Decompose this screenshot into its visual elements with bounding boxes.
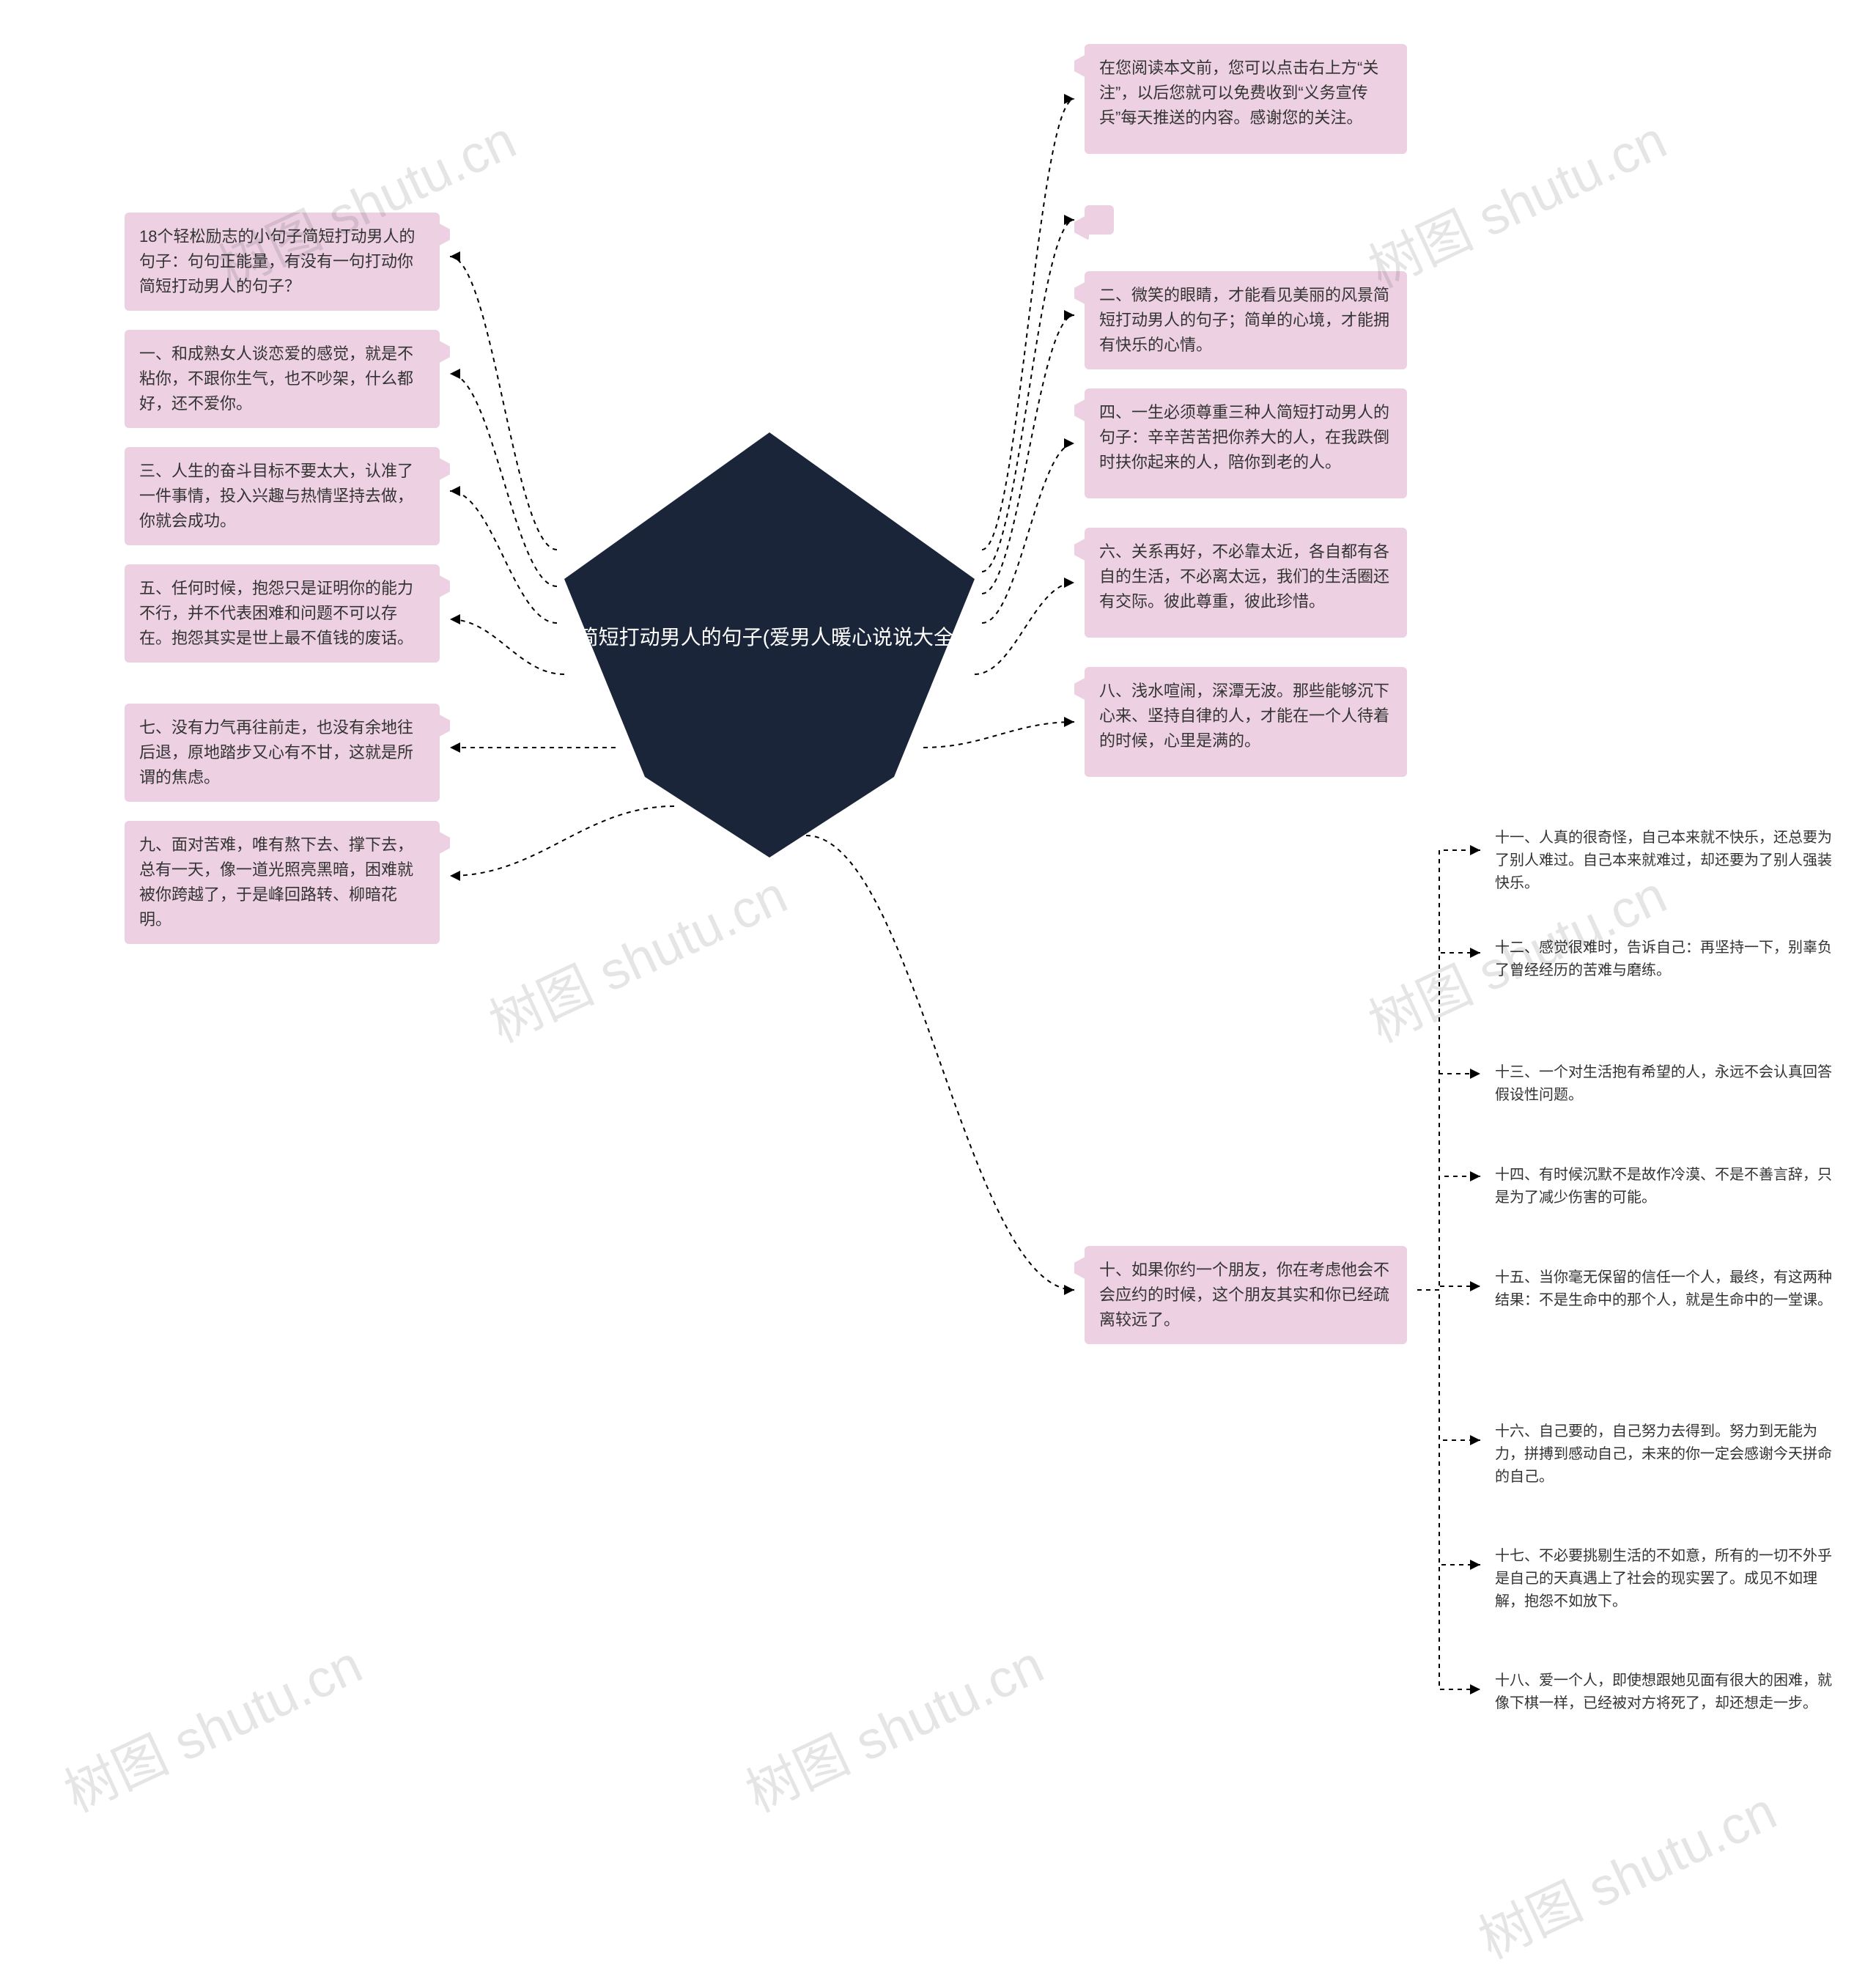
- center-title: 简短打动男人的句子(爱男人暖心说说大全): [578, 622, 961, 653]
- left-node-l5: 五、任何时候，抱怨只是证明你的能力不行，并不代表困难和问题不可以存在。抱怨其实是…: [125, 564, 440, 663]
- node-text: 九、面对苦难，唯有熬下去、撑下去，总有一天，像一道光照亮黑暗，困难就被你跨越了，…: [139, 836, 413, 929]
- node-text: 三、人生的奋斗目标不要太大，认准了一件事情，投入兴趣与热情坚持去做，你就会成功。: [139, 462, 413, 530]
- right-node-r4: 四、一生必须尊重三种人简短打动男人的句子：辛辛苦苦把你养大的人，在我跌倒时扶你起…: [1085, 388, 1407, 498]
- third-node-t17: 十七、不必要挑剔生活的不如意，所有的一切不外乎是自己的天真遇上了社会的现实罢了。…: [1488, 1539, 1839, 1619]
- left-node-l0: 18个轻松励志的小句子简短打动男人的句子：句句正能量，有没有一句打动你简短打动男…: [125, 213, 440, 311]
- node-text: 五、任何时候，抱怨只是证明你的能力不行，并不代表困难和问题不可以存在。抱怨其实是…: [139, 579, 413, 647]
- node-text: 二、微笑的眼睛，才能看见美丽的风景简短打动男人的句子；简单的心境，才能拥有快乐的…: [1099, 286, 1389, 354]
- watermark: 树图 shutu.cn: [731, 1622, 1054, 1827]
- right-node-r2: 二、微笑的眼睛，才能看见美丽的风景简短打动男人的句子；简单的心境，才能拥有快乐的…: [1085, 271, 1407, 369]
- node-text: 七、没有力气再往前走，也没有余地往后退，原地踏步又心有不甘，这就是所谓的焦虑。: [139, 718, 413, 786]
- node-text: 六、关系再好，不必靠太近，各自都有各自的生活，不必离太远，我们的生活圈还有交际。…: [1099, 542, 1389, 611]
- third-node-t15: 十五、当你毫无保留的信任一个人，最终，有这两种结果：不是生命中的那个人，就是生命…: [1488, 1261, 1839, 1318]
- left-node-l3: 三、人生的奋斗目标不要太大，认准了一件事情，投入兴趣与热情坚持去做，你就会成功。: [125, 447, 440, 545]
- node-text: 18个轻松励志的小句子简短打动男人的句子：句句正能量，有没有一句打动你简短打动男…: [139, 227, 415, 295]
- node-text: 十四、有时候沉默不是故作冷漠、不是不善言辞，只是为了减少伤害的可能。: [1495, 1167, 1832, 1206]
- node-text: 十二、感觉很难时，告诉自己：再坚持一下，别辜负了曾经经历的苦难与磨练。: [1495, 940, 1832, 978]
- third-node-t14: 十四、有时候沉默不是故作冷漠、不是不善言辞，只是为了减少伤害的可能。: [1488, 1158, 1839, 1215]
- right-node-r_blank: [1085, 205, 1114, 235]
- right-node-r6: 六、关系再好，不必靠太近，各自都有各自的生活，不必离太远，我们的生活圈还有交际。…: [1085, 528, 1407, 638]
- right-node-r8: 八、浅水喧闹，深潭无波。那些能够沉下心来、坚持自律的人，才能在一个人待着的时候，…: [1085, 667, 1407, 777]
- left-node-l7: 七、没有力气再往前走，也没有余地往后退，原地踏步又心有不甘，这就是所谓的焦虑。: [125, 704, 440, 802]
- node-text: 十六、自己要的，自己努力去得到。努力到无能为力，拼搏到感动自己，未来的你一定会感…: [1495, 1423, 1832, 1485]
- left-node-l1: 一、和成熟女人谈恋爱的感觉，就是不粘你，不跟你生气，也不吵架，什么都好，还不爱你…: [125, 330, 440, 428]
- watermark: 树图 shutu.cn: [1464, 1769, 1787, 1973]
- center-node: 简短打动男人的句子(爱男人暖心说说大全): [557, 425, 982, 850]
- third-node-t13: 十三、一个对生活抱有希望的人，永远不会认真回答假设性问题。: [1488, 1055, 1839, 1113]
- node-text: 十五、当你毫无保留的信任一个人，最终，有这两种结果：不是生命中的那个人，就是生命…: [1495, 1269, 1832, 1308]
- left-node-l9: 九、面对苦难，唯有熬下去、撑下去，总有一天，像一道光照亮黑暗，困难就被你跨越了，…: [125, 821, 440, 944]
- right-node-r_intro: 在您阅读本文前，您可以点击右上方“关注”，以后您就可以免费收到“义务宣传兵”每天…: [1085, 44, 1407, 154]
- third-node-t12: 十二、感觉很难时，告诉自己：再坚持一下，别辜负了曾经经历的苦难与磨练。: [1488, 931, 1839, 988]
- node-text: 在您阅读本文前，您可以点击右上方“关注”，以后您就可以免费收到“义务宣传兵”每天…: [1099, 59, 1378, 127]
- node-text: 四、一生必须尊重三种人简短打动男人的句子：辛辛苦苦把你养大的人，在我跌倒时扶你起…: [1099, 403, 1389, 471]
- node-text: 一、和成熟女人谈恋爱的感觉，就是不粘你，不跟你生气，也不吵架，什么都好，还不爱你…: [139, 344, 413, 413]
- node-text: 十、如果你约一个朋友，你在考虑他会不会应约的时候，这个朋友其实和你已经疏离较远了…: [1099, 1261, 1389, 1329]
- third-node-t18: 十八、爱一个人，即使想跟她见面有很大的困难，就像下棋一样，已经被对方将死了，却还…: [1488, 1664, 1839, 1721]
- right-node-r10: 十、如果你约一个朋友，你在考虑他会不会应约的时候，这个朋友其实和你已经疏离较远了…: [1085, 1246, 1407, 1344]
- node-text: 八、浅水喧闹，深潭无波。那些能够沉下心来、坚持自律的人，才能在一个人待着的时候，…: [1099, 682, 1389, 750]
- node-text: 十七、不必要挑剔生活的不如意，所有的一切不外乎是自己的天真遇上了社会的现实罢了。…: [1495, 1548, 1832, 1609]
- watermark: 树图 shutu.cn: [50, 1622, 372, 1827]
- node-text: 十一、人真的很奇怪，自己本来就不快乐，还总要为了别人难过。自己本来就难过，却还要…: [1495, 830, 1832, 891]
- node-text: 十三、一个对生活抱有希望的人，永远不会认真回答假设性问题。: [1495, 1064, 1832, 1103]
- third-node-t11: 十一、人真的很奇怪，自己本来就不快乐，还总要为了别人难过。自己本来就难过，却还要…: [1488, 821, 1839, 901]
- node-text: 十八、爱一个人，即使想跟她见面有很大的困难，就像下棋一样，已经被对方将死了，却还…: [1495, 1673, 1832, 1711]
- third-node-t16: 十六、自己要的，自己努力去得到。努力到无能为力，拼搏到感动自己，未来的你一定会感…: [1488, 1415, 1839, 1494]
- watermark: 树图 shutu.cn: [475, 852, 797, 1058]
